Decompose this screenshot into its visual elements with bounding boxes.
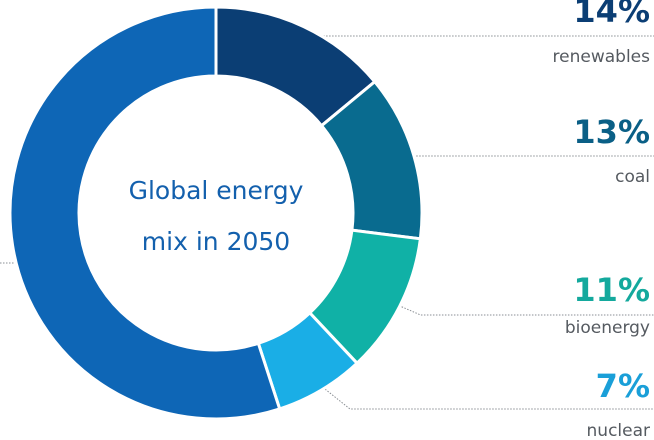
value-label-nuclear: 7%	[596, 367, 650, 405]
category-label-renewables: renewables	[553, 47, 651, 67]
slice-labels: 14% renewables 13% coal 11% bioenergy 7% nuclea…	[553, 0, 651, 440]
value-label-coal: 13%	[573, 113, 650, 151]
category-label-coal: coal	[615, 167, 650, 187]
donut-slices	[8, 5, 424, 421]
value-label-bioenergy: 11%	[573, 271, 650, 309]
donut-slice-other	[8, 5, 282, 421]
category-label-bioenergy: bioenergy	[565, 318, 650, 338]
value-label-renewables: 14%	[573, 0, 650, 30]
category-label-nuclear: nuclear	[587, 421, 650, 440]
chart-title-line-2: mix in 2050	[142, 227, 290, 256]
leader-line-nuclear	[315, 381, 654, 410]
chart-title-line-1: Global energy	[129, 176, 304, 205]
